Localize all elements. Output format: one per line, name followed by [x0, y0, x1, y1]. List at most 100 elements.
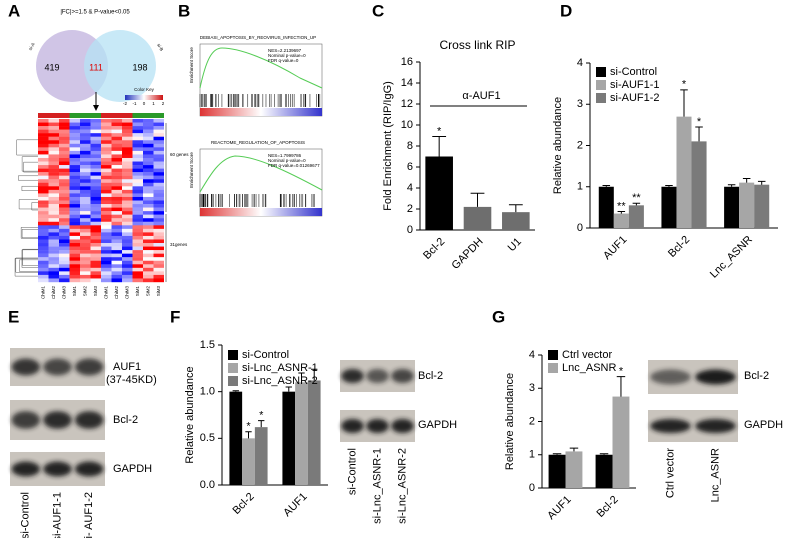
band-label: Bcl-2 [418, 370, 443, 382]
heat-cell [132, 136, 143, 141]
heat-cell [143, 189, 154, 194]
heat-cell [122, 232, 133, 237]
heat-cell [90, 172, 101, 176]
heat-cell [143, 271, 154, 276]
heat-cell [80, 140, 91, 145]
heat-cell [48, 250, 59, 254]
heat-cell [101, 119, 112, 123]
heat-cell [101, 267, 112, 272]
heat-cell [101, 182, 112, 187]
heat-cell [48, 232, 59, 237]
heat-cell [101, 168, 112, 173]
bar [612, 396, 630, 488]
heat-cell [122, 235, 133, 240]
heat-cell [80, 271, 91, 276]
column-label: SiM2 [145, 286, 150, 297]
heat-cell [101, 154, 112, 159]
heat-cell [48, 189, 59, 194]
heat-cell [111, 228, 122, 233]
lane-label: si-Lnc_ASNR-2 [396, 448, 408, 524]
heat-cell [90, 179, 101, 183]
heat-cell [80, 161, 91, 166]
heat-cell [101, 140, 112, 145]
dendrogram [23, 161, 38, 173]
dendrogram [18, 199, 38, 210]
heat-cell [69, 274, 80, 279]
heat-cell [80, 218, 91, 222]
error-bar [742, 178, 751, 183]
error-bar [617, 211, 626, 214]
heat-cell [101, 179, 112, 183]
heat-cell [132, 182, 143, 187]
error-bar [616, 376, 626, 397]
error-bar [508, 204, 523, 213]
heat-cell [101, 122, 112, 127]
lane-label: si-Control [346, 448, 358, 495]
heat-cell [132, 246, 143, 251]
heat-cell [143, 253, 154, 258]
heat-cell [90, 193, 101, 198]
legend-swatch [548, 363, 558, 373]
heat-cell [143, 126, 154, 130]
heat-cell [48, 264, 59, 269]
bar [254, 427, 268, 485]
heat-cell [80, 257, 91, 261]
x-tick-label: Bcl-2 [230, 491, 256, 517]
heat-cell [132, 257, 143, 261]
heat-cell [90, 207, 101, 212]
blot-band [650, 418, 691, 434]
heat-cell [153, 200, 164, 205]
gsea-title: REACTOME_REGULATION_OF_APOPTOSIS [211, 140, 305, 145]
heat-cell [38, 133, 49, 137]
heat-cell [59, 189, 70, 194]
panel-label: D [560, 1, 572, 20]
heat-cell [59, 239, 70, 244]
bar [307, 380, 321, 485]
bar [613, 213, 629, 228]
column-label: ChiM2 [114, 286, 119, 300]
heat-cell [101, 239, 112, 244]
y-tick-label: 8 [407, 140, 413, 152]
heat-cell [38, 136, 49, 141]
heat-cell [90, 161, 101, 166]
error-bar [695, 126, 703, 142]
heat-cell [111, 136, 122, 141]
error-bar [258, 420, 265, 428]
heat-cell [90, 157, 101, 162]
heat-cell [132, 253, 143, 258]
heat-cell [153, 182, 164, 187]
heat-cell [69, 154, 80, 159]
color-key [125, 95, 163, 100]
y-tick-label: 0.5 [200, 432, 215, 444]
heat-cell [111, 235, 122, 240]
panel-label: A [8, 1, 20, 20]
heat-cell [153, 214, 164, 219]
y-tick-label: 4 [529, 349, 535, 361]
bar [754, 184, 770, 228]
bar [242, 438, 255, 485]
bar [548, 454, 566, 488]
heat-cell [101, 172, 112, 176]
heat-cell [38, 186, 49, 191]
significance: * [437, 125, 442, 137]
heat-cell [132, 218, 143, 222]
heat-cell [111, 129, 122, 134]
heat-cell [59, 143, 70, 148]
heat-cell [111, 175, 122, 180]
heat-cell [69, 200, 80, 205]
heat-cell [80, 147, 91, 152]
gsea-frame [199, 43, 323, 117]
heat-cell [48, 122, 59, 127]
heat-cell [90, 133, 101, 137]
heat-cell [38, 218, 49, 222]
heat-cell [69, 122, 80, 127]
heat-cell [132, 150, 143, 155]
heat-cell [90, 278, 101, 283]
heat-cell [143, 122, 154, 127]
heat-cell [90, 189, 101, 194]
heat-cell [122, 196, 133, 201]
heat-cell [101, 211, 112, 215]
band-label: AUF1 [113, 361, 141, 373]
heat-cell [101, 278, 112, 283]
heat-cell [69, 126, 80, 130]
